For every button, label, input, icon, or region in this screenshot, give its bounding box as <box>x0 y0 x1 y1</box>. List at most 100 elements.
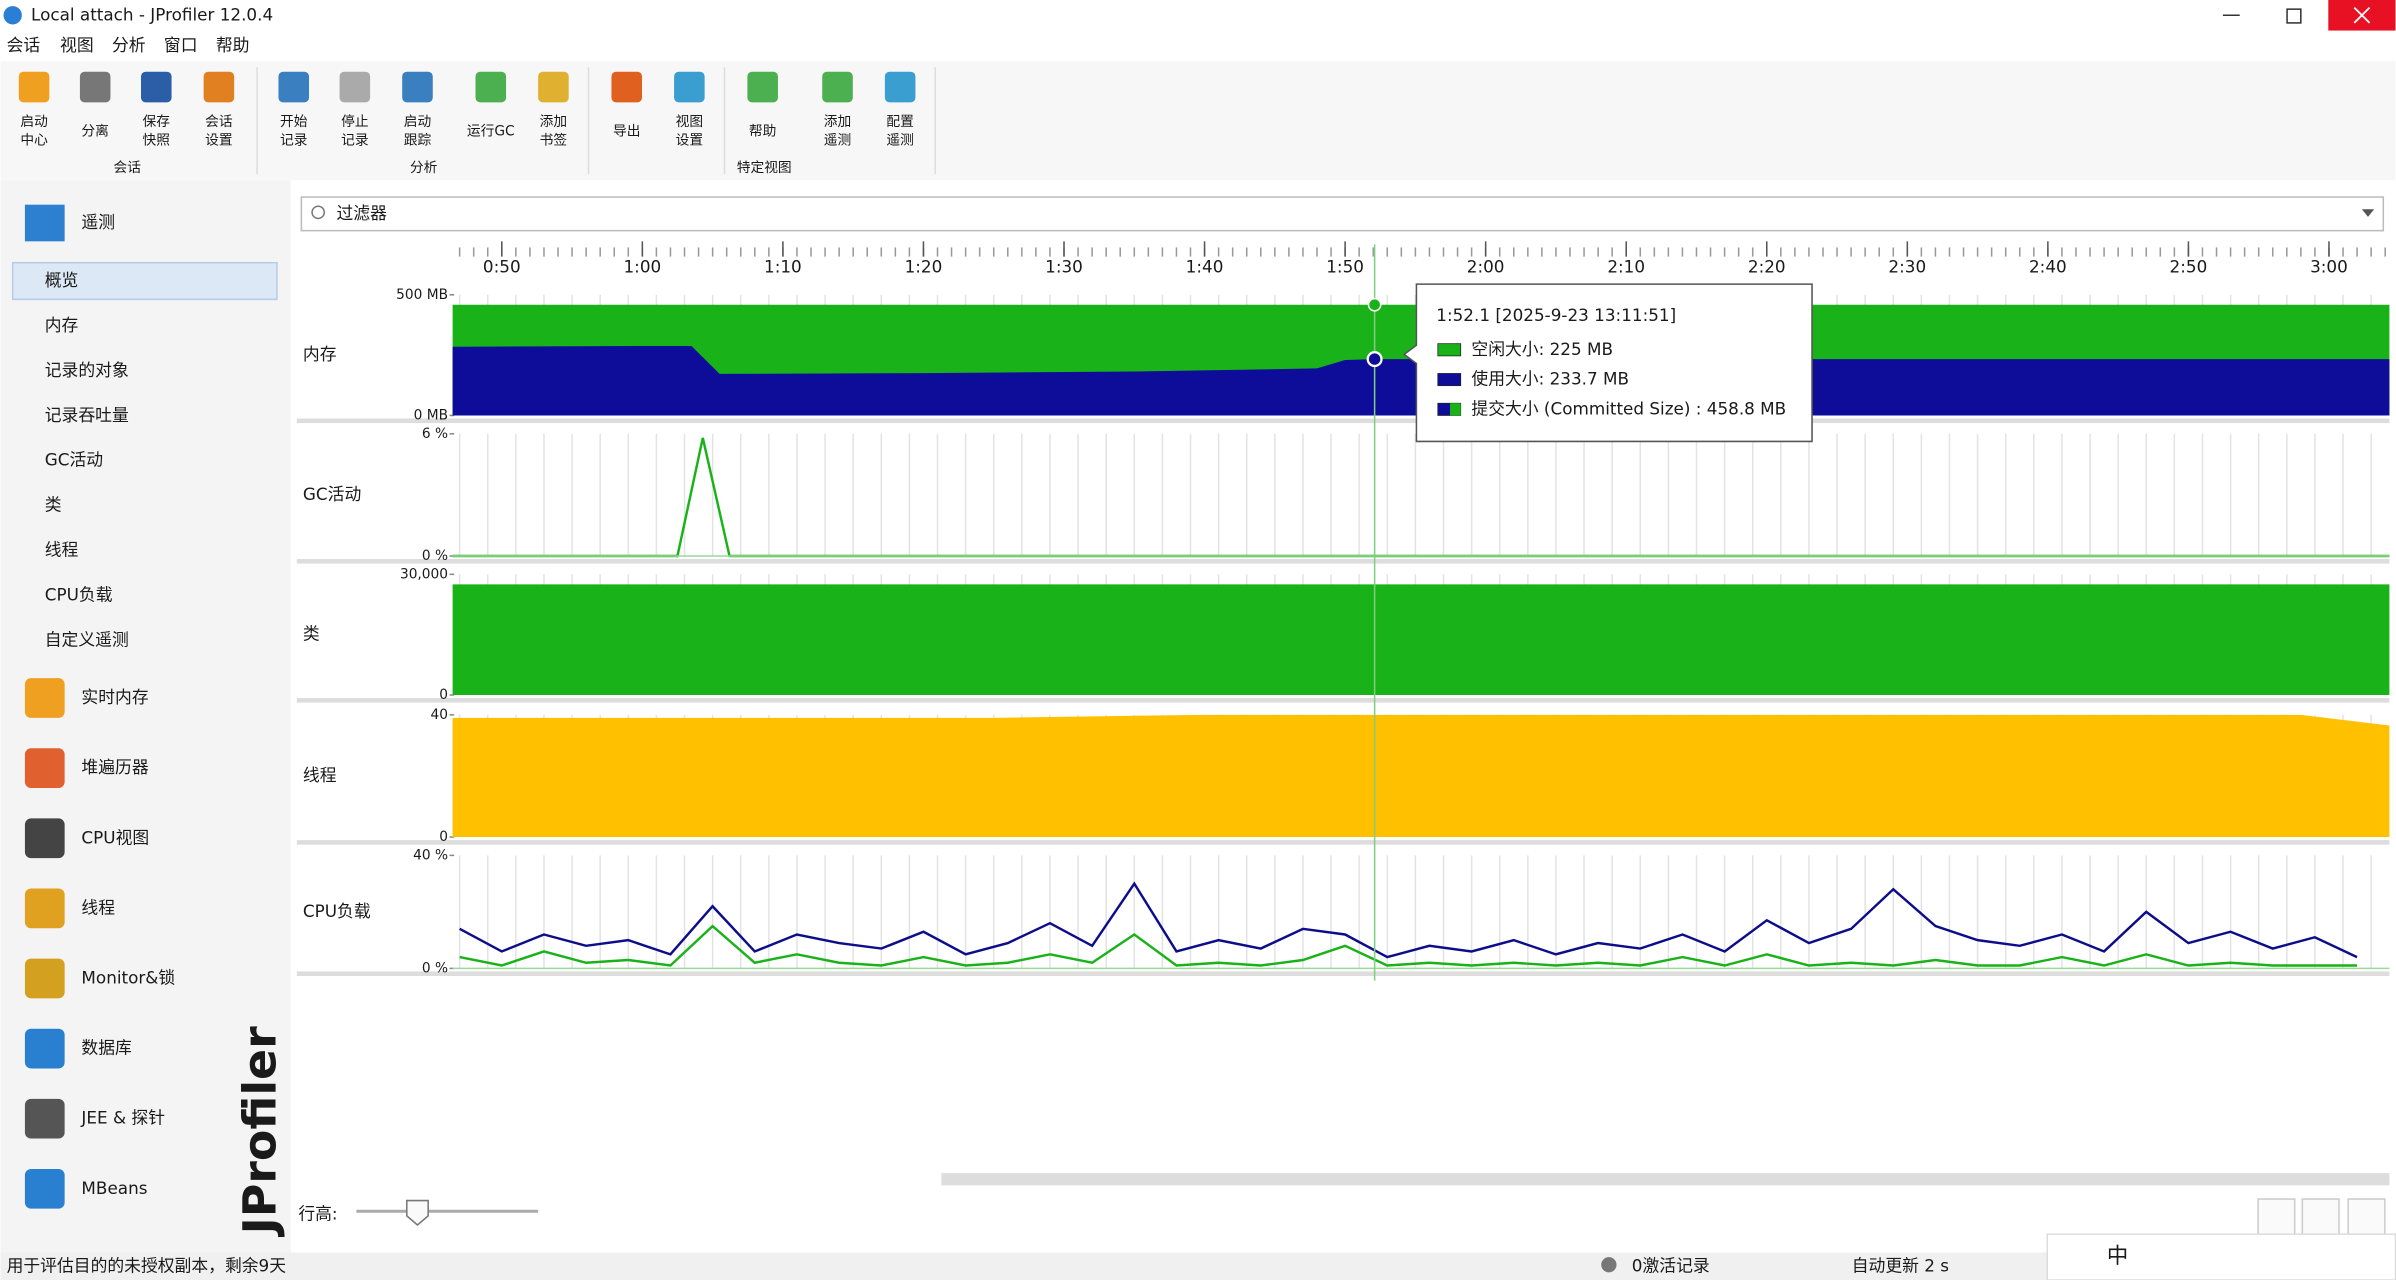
toolbar-icon[interactable] <box>339 71 371 103</box>
toolbar-button-label[interactable]: 跟踪 <box>404 133 432 149</box>
menu-item[interactable]: 视图 <box>60 35 94 55</box>
time-tick-label: 1:30 <box>1045 256 1083 276</box>
y-tick-label: 0 % <box>422 960 448 976</box>
sidebar-section[interactable]: 实时内存 <box>81 687 148 707</box>
sidebar-item[interactable]: 记录吞吐量 <box>45 405 129 425</box>
sidebar-item[interactable]: 记录的对象 <box>45 360 129 380</box>
menu-item[interactable]: 分析 <box>112 35 146 55</box>
toolbar-button-label[interactable]: 遥测 <box>824 133 851 149</box>
toolbar-icon[interactable] <box>278 71 310 103</box>
area-series <box>452 584 2390 695</box>
time-tick-label: 2:30 <box>1888 256 1926 276</box>
toolbar-button-label[interactable]: 设置 <box>676 133 703 149</box>
sidebar-section[interactable]: 堆遍历器 <box>81 757 148 777</box>
slider-knob[interactable] <box>406 1199 429 1227</box>
sidebar-item[interactable]: CPU负载 <box>45 584 113 604</box>
app-icon <box>3 6 22 25</box>
toolbar-button-label[interactable]: 记录 <box>280 133 308 149</box>
time-tick-label: 3:00 <box>2310 256 2348 276</box>
sidebar-section[interactable]: Monitor&锁 <box>81 967 175 987</box>
toolbar-icon[interactable] <box>18 71 50 103</box>
toolbar-icon[interactable] <box>611 71 643 103</box>
filter-box[interactable] <box>300 196 2385 232</box>
toolbar-button-label[interactable]: 会话 <box>205 114 233 130</box>
menu-item[interactable]: 窗口 <box>164 35 198 55</box>
sidebar-section[interactable]: MBeans <box>81 1178 147 1198</box>
toolbar-icon[interactable] <box>674 71 705 103</box>
toolbar-icon[interactable] <box>822 71 853 103</box>
toolbar-button-label[interactable]: 运行GC <box>467 123 515 139</box>
sidebar-item[interactable]: 内存 <box>45 315 79 335</box>
toolbar-bg <box>0 61 2396 181</box>
tooltip-header: 1:52.1 [2025-9-23 13:11:51] <box>1436 305 1676 325</box>
toolbar-icon[interactable] <box>538 71 569 103</box>
sidebar-item[interactable]: GC活动 <box>45 450 103 470</box>
sidebar-item[interactable]: 自定义遥测 <box>45 629 129 649</box>
toolbar-icon[interactable] <box>402 71 433 103</box>
toolbar-button-label[interactable]: 记录 <box>341 133 369 149</box>
section-icon <box>24 678 65 718</box>
sidebar-item[interactable]: 类 <box>45 495 62 515</box>
sidebar-section[interactable]: 数据库 <box>81 1038 132 1058</box>
zoom-in[interactable] <box>2257 1198 2296 1237</box>
toolbar-button-label[interactable]: 保存 <box>143 114 171 130</box>
toolbar-button-label[interactable]: 导出 <box>613 123 640 139</box>
chart-label: 类 <box>303 624 320 644</box>
sidebar-header[interactable]: 遥测 <box>81 212 115 232</box>
toolbar-button-label[interactable]: 配置 <box>886 114 913 130</box>
toolbar-button-label[interactable]: 添加 <box>540 114 567 130</box>
status-auto-update[interactable]: 自动更新 2 s <box>1852 1255 1949 1275</box>
sidebar-section[interactable]: 线程 <box>81 897 115 917</box>
section-icon <box>24 1168 65 1209</box>
y-tick-label: 40 <box>431 707 448 723</box>
zoom-fit[interactable] <box>2347 1198 2386 1237</box>
status-bg <box>0 1252 2396 1280</box>
section-icon <box>24 958 65 999</box>
cursor-dot <box>1367 297 1382 312</box>
toolbar-button-label[interactable]: 设置 <box>205 133 232 149</box>
toolbar-group-label: 分析 <box>410 160 438 176</box>
toolbar-icon[interactable] <box>79 71 111 103</box>
toolbar-icon[interactable] <box>475 71 507 103</box>
sidebar-section[interactable]: CPU视图 <box>81 827 149 847</box>
sidebar-item[interactable]: 概览 <box>45 270 79 290</box>
tooltip-swatch-part <box>1450 403 1461 416</box>
chart-separator <box>296 698 2390 703</box>
menu-item[interactable]: 会话 <box>7 35 41 55</box>
toolbar-button-label[interactable]: 开始 <box>280 114 308 130</box>
y-tick-label: 0 % <box>422 548 448 564</box>
toolbar-button-label[interactable]: 停止 <box>341 113 369 130</box>
toolbar-button-label[interactable]: 视图 <box>676 114 703 130</box>
tooltip-swatch <box>1437 343 1462 357</box>
toolbar-icon[interactable] <box>203 71 235 103</box>
zoom-out[interactable] <box>2301 1198 2340 1237</box>
sidebar-section[interactable]: JEE & 探针 <box>80 1108 165 1128</box>
toolbar-icon[interactable] <box>747 71 778 103</box>
toolbar-button-label[interactable]: 遥测 <box>886 133 913 149</box>
chart-separator <box>296 971 2390 977</box>
selected-item-bg <box>11 261 278 301</box>
time-tick-label: 2:10 <box>1607 256 1645 276</box>
tooltip-row: 提交大小 (Committed Size) : 458.8 MB <box>1471 398 1786 418</box>
restore[interactable] <box>2286 8 2302 24</box>
toolbar-button-label[interactable]: 添加 <box>824 114 851 130</box>
toolbar-button-label[interactable]: 分离 <box>81 122 108 139</box>
toolbar-icon[interactable] <box>884 71 916 103</box>
toolbar-button-label[interactable]: 启动 <box>20 114 47 130</box>
toolbar-button-label[interactable]: 快照 <box>143 133 171 149</box>
chart-separator <box>296 559 2390 564</box>
toolbar-button-label[interactable]: 书签 <box>540 132 568 149</box>
toolbar-button-label[interactable]: 帮助 <box>749 123 776 139</box>
section-icon <box>24 748 65 789</box>
toolbar-button-label[interactable]: 中心 <box>20 133 48 149</box>
sidebar-item[interactable]: 线程 <box>45 539 79 559</box>
menu-item[interactable]: 帮助 <box>216 35 250 55</box>
toolbar-icon[interactable] <box>141 71 172 103</box>
ime-mode[interactable]: 中 <box>2107 1244 2128 1269</box>
dropdown-arrow[interactable] <box>2361 209 2375 217</box>
time-tick-label: 1:10 <box>764 256 802 276</box>
time-tick-label: 2:50 <box>2170 256 2208 276</box>
toolbar-button-label[interactable]: 启动 <box>404 114 431 130</box>
h-scrollbar[interactable] <box>941 1173 2390 1186</box>
